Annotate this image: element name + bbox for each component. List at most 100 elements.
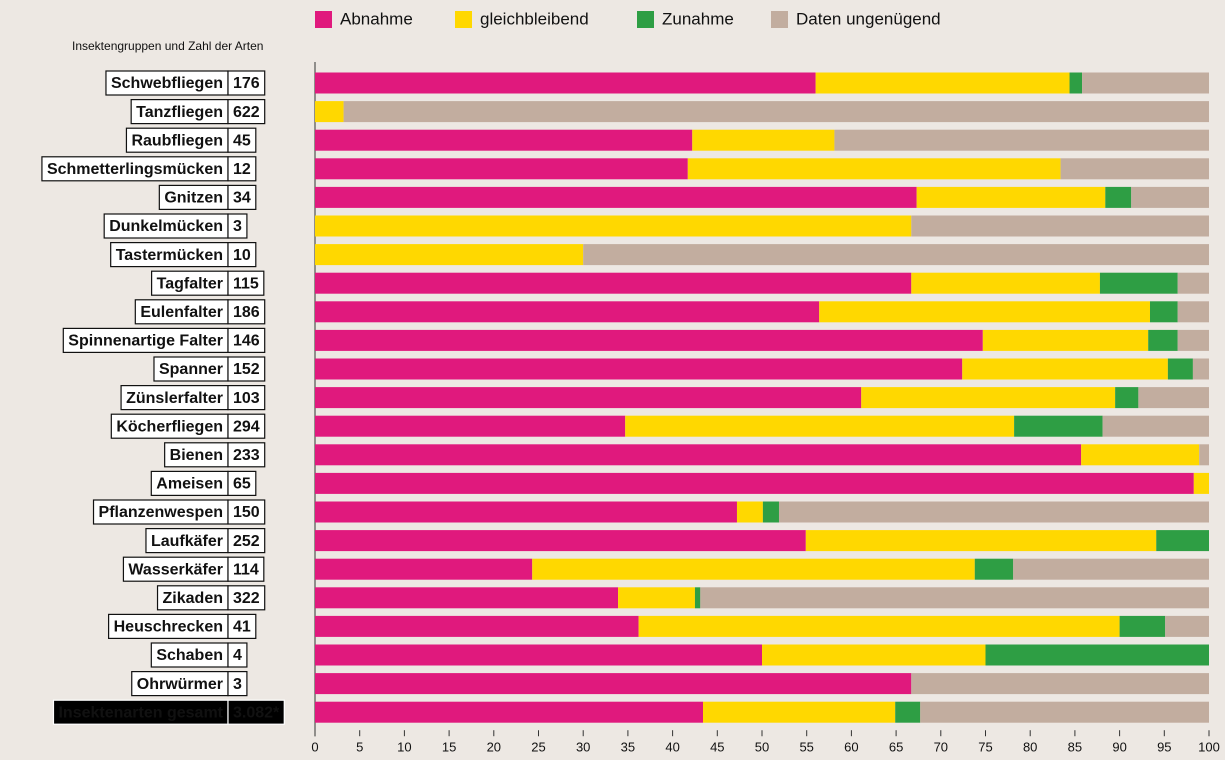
label-box	[227, 470, 257, 496]
category-label: Wasserkäfer	[128, 561, 223, 578]
bar-segment	[315, 615, 639, 637]
bar-segment	[692, 129, 835, 151]
x-tick-label: 20	[487, 740, 501, 755]
bar-segment	[1013, 558, 1209, 580]
count-label: 4	[233, 647, 242, 664]
label-box	[227, 413, 266, 439]
bar-segment	[762, 501, 779, 523]
x-tick-label: 85	[1068, 740, 1082, 755]
bar-segment	[1138, 387, 1209, 409]
bar-segment	[974, 558, 1014, 580]
category-label: Eulenfalter	[140, 304, 223, 321]
count-label: 34	[233, 190, 251, 207]
bar-segment	[638, 615, 1120, 637]
label-box	[103, 213, 229, 239]
category-label: Zikaden	[163, 590, 223, 607]
count-label: 150	[233, 504, 260, 521]
bar-segment	[1131, 186, 1209, 208]
count-label: 176	[233, 75, 260, 92]
x-tick-label: 80	[1023, 740, 1037, 755]
legend-label: Daten ungenügend	[796, 9, 941, 28]
label-box	[227, 242, 257, 268]
count-label: 3	[233, 218, 242, 235]
label-box	[120, 385, 229, 411]
count-label: 12	[233, 161, 251, 178]
bar-segment	[1193, 472, 1209, 494]
bar-segment	[778, 501, 1209, 523]
x-tick-label: 50	[755, 740, 769, 755]
bar-segment	[315, 673, 912, 695]
label-box	[227, 270, 265, 296]
bar-segment	[1060, 158, 1209, 180]
legend-label: Abnahme	[340, 9, 413, 28]
bar-segment	[916, 186, 1106, 208]
bar-segment	[1149, 301, 1178, 323]
count-label: 115	[233, 275, 259, 292]
label-box	[227, 127, 257, 153]
label-box	[110, 413, 229, 439]
count-label: 103	[233, 390, 260, 407]
bar-segment	[315, 387, 862, 409]
bar-segment	[343, 101, 1209, 123]
label-box	[92, 499, 229, 525]
label-box	[151, 270, 229, 296]
x-tick-label: 55	[799, 740, 813, 755]
bar-segment	[625, 415, 1015, 437]
bar-segment	[1177, 272, 1209, 294]
bar-segment	[1177, 301, 1209, 323]
category-label: Zünslerfalter	[126, 390, 223, 407]
label-box	[145, 527, 229, 554]
bar-segment	[315, 72, 816, 94]
bar-segment	[1099, 272, 1178, 294]
bar-segment	[315, 158, 688, 180]
category-label: Dunkelmücken	[109, 218, 223, 235]
count-label: 252	[233, 533, 260, 550]
bar-segment	[736, 501, 763, 523]
bar-segment	[805, 530, 1157, 552]
x-tick-label: 75	[978, 740, 992, 755]
bar-segment	[834, 129, 1209, 151]
count-label: 322	[233, 590, 260, 607]
label-box	[153, 356, 229, 382]
bar-segment	[895, 701, 921, 723]
label-box	[131, 670, 229, 697]
category-label: Spanner	[159, 361, 223, 378]
label-box	[227, 442, 266, 468]
category-label: Schwebfliegen	[111, 75, 223, 92]
label-box	[227, 556, 265, 582]
count-label: 146	[233, 333, 260, 350]
bar-segment	[1199, 444, 1209, 466]
count-label: 41	[233, 619, 251, 636]
bar-segment	[583, 244, 1209, 266]
label-box	[227, 527, 266, 554]
x-tick-label: 70	[934, 740, 948, 755]
x-tick-label: 40	[665, 740, 679, 755]
x-tick-label: 0	[311, 740, 318, 755]
count-label: 294	[233, 418, 260, 435]
category-label: Spinnenartige Falter	[68, 333, 223, 350]
bar-segment	[315, 215, 912, 237]
x-tick-label: 100	[1198, 740, 1220, 755]
bar-segment	[1156, 530, 1209, 552]
count-label: 45	[233, 132, 251, 149]
bar-segment	[985, 644, 1209, 666]
bar-segment	[911, 673, 1209, 695]
legend-label: gleichbleibend	[480, 9, 589, 28]
category-label: Schmetterlingsmücken	[47, 161, 223, 178]
label-box	[227, 613, 257, 640]
label-box	[227, 499, 266, 525]
bar-segment	[911, 272, 1100, 294]
legend-swatch	[315, 11, 332, 28]
category-label: Gnitzen	[164, 190, 223, 207]
category-label: Pflanzenwespen	[99, 504, 223, 521]
bar-segment	[694, 587, 701, 609]
x-tick-label: 30	[576, 740, 590, 755]
x-tick-label: 15	[442, 740, 456, 755]
x-tick-label: 65	[889, 740, 903, 755]
category-label: Raubfliegen	[131, 132, 223, 149]
count-label: 3.082*	[233, 704, 280, 721]
label-box	[227, 184, 257, 210]
bar-segment	[315, 644, 762, 666]
bar-segment	[861, 387, 1116, 409]
